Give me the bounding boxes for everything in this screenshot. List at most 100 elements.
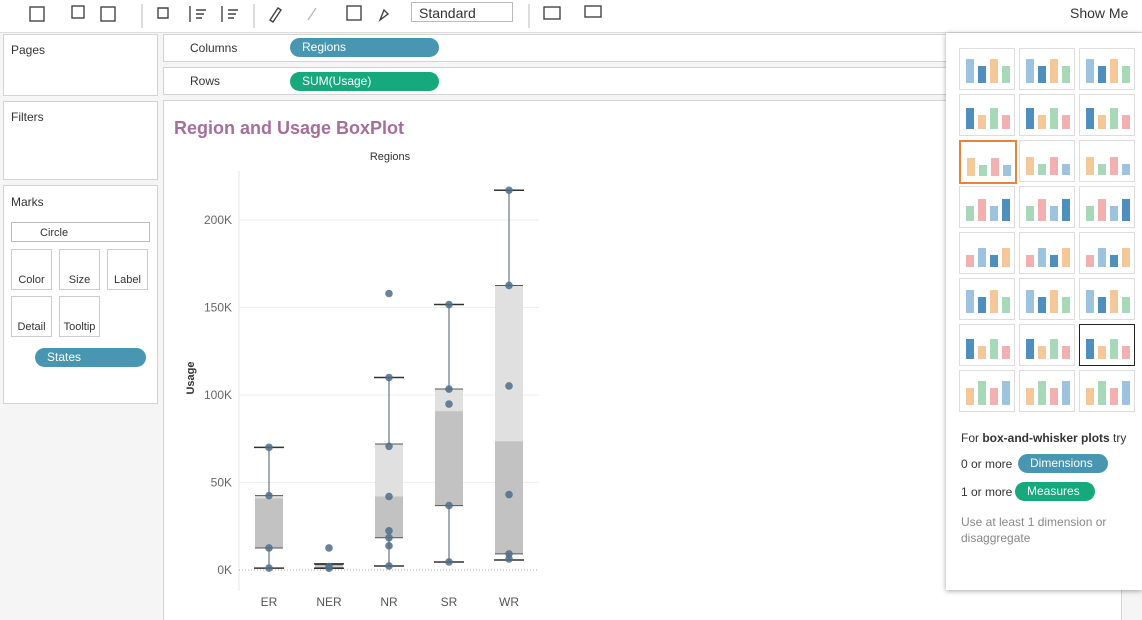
box-upper: [495, 285, 523, 442]
show-me-button[interactable]: Show Me: [1070, 5, 1129, 21]
card-title: Marks: [11, 195, 44, 209]
y-axis-title: Usage: [185, 361, 197, 394]
marks-button[interactable]: Color: [11, 249, 52, 290]
thumb-icon: [1086, 157, 1130, 175]
thumb-icon: [1086, 199, 1130, 221]
x-tick-label: ER: [261, 595, 278, 609]
thumb-icon: [966, 290, 1010, 313]
data-point: [445, 300, 453, 309]
note: Use at least 1 dimension or disaggregate: [961, 515, 1107, 545]
chart-type-thumb[interactable]: [1079, 370, 1135, 412]
thumb-icon: [1026, 59, 1070, 83]
show-me-panel: For box-and-whisker plots try 0 or more …: [946, 33, 1142, 590]
chart-type-thumb[interactable]: [1079, 324, 1135, 366]
y-tick-label: 50K: [211, 476, 232, 490]
toolbar-icons: [29, 4, 602, 28]
y-tick-label: 0K: [217, 563, 232, 577]
hint-chart: box-and-whisker plots: [982, 431, 1110, 445]
shelf-label: Rows: [190, 74, 221, 88]
button-label: Detail: [17, 321, 46, 333]
marks-card: Marks Circle Color Size Label Detail Tooltip…: [3, 185, 158, 404]
thumb-icon: [1026, 381, 1070, 405]
data-point: [505, 281, 513, 290]
chart-type-thumb[interactable]: [959, 140, 1017, 184]
hint-text: try: [1109, 431, 1127, 445]
dim-req: 0 or more: [961, 457, 1013, 471]
chart: Regions Usage 0K 50K 100K 150K 200K ER NER NR SR…: [185, 151, 539, 609]
marks-button[interactable]: Size: [59, 249, 100, 290]
chart-type-thumb[interactable]: [1019, 94, 1075, 136]
thumb-icon: [966, 59, 1010, 83]
rows-pill[interactable]: SUM(Usage): [290, 72, 439, 91]
x-tick-label: NER: [316, 595, 342, 609]
chart-type-thumb[interactable]: [1019, 232, 1075, 274]
x-tick-label: SR: [441, 595, 458, 609]
chart-type-thumb[interactable]: [1079, 232, 1135, 274]
columns-pill[interactable]: Regions: [290, 38, 439, 57]
fit-dropdown[interactable]: Standard: [411, 2, 513, 22]
chart-type-thumb[interactable]: [959, 232, 1015, 274]
data-point: [385, 289, 393, 298]
chart-type-thumb[interactable]: [1019, 324, 1075, 366]
data-point: [385, 492, 393, 501]
toolbar: Standard Show Me: [0, 0, 1142, 33]
rows-shelf: Rows SUM(Usage): [163, 67, 948, 95]
box-upper: [375, 444, 403, 497]
marks-button[interactable]: Tooltip: [59, 296, 100, 337]
x-tick-label: NR: [380, 595, 398, 609]
hint: For box-and-whisker plots try: [961, 431, 1126, 445]
chart-type-thumb[interactable]: [1019, 186, 1075, 228]
thumb-icon: [966, 248, 1010, 267]
button-label: Color: [18, 274, 45, 286]
data-point: [385, 534, 393, 542]
chart-type-thumb[interactable]: [1019, 370, 1075, 412]
data-point: [445, 400, 453, 408]
chart-type-thumb[interactable]: [959, 94, 1015, 136]
data-point: [385, 527, 393, 535]
button-label: Size: [68, 274, 91, 286]
thumb-icon: [1026, 157, 1070, 175]
chart-type-thumb[interactable]: [1019, 140, 1075, 182]
marks-button[interactable]: Label: [107, 249, 148, 290]
chart-type-thumb[interactable]: [1079, 186, 1135, 228]
thumb-icon: [966, 108, 1010, 129]
detail-pill[interactable]: States: [35, 348, 146, 367]
chart-title: Region and Usage BoxPlot: [174, 118, 405, 138]
columns-shelf: Columns Regions: [163, 34, 948, 62]
mark-type-dropdown[interactable]: Circle: [11, 222, 150, 242]
data-point: [445, 385, 453, 393]
chart-type-thumb[interactable]: [1079, 140, 1135, 182]
chart-type-thumb[interactable]: [1079, 48, 1135, 90]
data-point: [505, 382, 513, 390]
card-title: Filters: [11, 110, 44, 124]
data-point: [325, 564, 333, 573]
chart-type-thumb[interactable]: [959, 278, 1015, 320]
chart-type-thumb[interactable]: [959, 370, 1015, 412]
data-point: [505, 555, 513, 563]
dim-pill: Dimensions: [1018, 454, 1108, 473]
x-tick-label: WR: [499, 595, 519, 609]
data-point: [265, 491, 273, 500]
y-tick-label: 150K: [204, 301, 232, 315]
chart-type-thumb[interactable]: [1079, 94, 1135, 136]
shelf-label: Columns: [190, 41, 238, 55]
thumb-icon: [1086, 381, 1130, 405]
thumb-icon: [1026, 339, 1070, 359]
thumb-icon: [1086, 339, 1130, 359]
chart-type-thumb[interactable]: [959, 186, 1015, 228]
marks-button[interactable]: Detail: [11, 296, 52, 337]
thumb-icon: [1086, 248, 1130, 267]
chart-type-thumb[interactable]: [959, 324, 1015, 366]
chart-type-thumb[interactable]: [1079, 278, 1135, 320]
data-point: [385, 442, 393, 451]
chart-type-thumb[interactable]: [1019, 278, 1075, 320]
button-label: Label: [114, 274, 141, 286]
chart-type-thumb[interactable]: [1019, 48, 1075, 90]
thumb-icon: [966, 199, 1010, 221]
y-tick-label: 200K: [204, 213, 232, 227]
data-point: [445, 558, 453, 566]
chart-type-thumb[interactable]: [959, 48, 1015, 90]
meas-req: 1 or more: [961, 485, 1013, 499]
data-point: [385, 562, 393, 570]
